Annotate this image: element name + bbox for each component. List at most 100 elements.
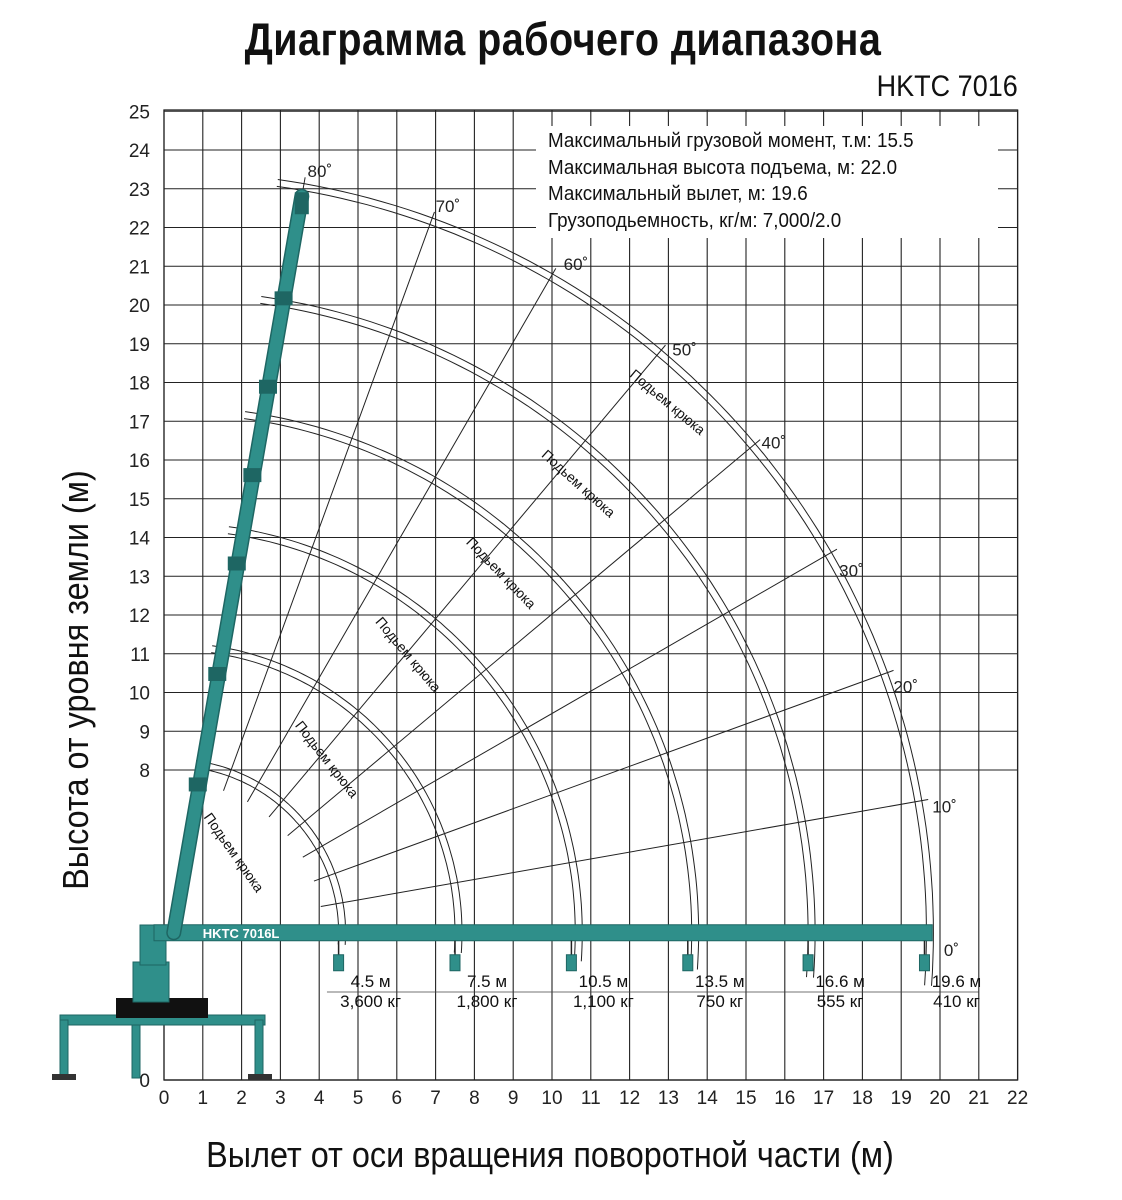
reach-label: 7.5 м (467, 972, 507, 991)
angle-labels: 80˚ 70˚ 60˚ 50˚ 40˚ 30˚ 20˚ 10˚ 0˚ (308, 162, 959, 960)
angle-label: 60˚ (564, 255, 589, 274)
x-tick-label: 0 (159, 1088, 170, 1109)
reach-label: 19.6 м (932, 972, 982, 991)
working-arcs (194, 179, 934, 986)
hook-block (333, 954, 345, 972)
x-axis-label: Вылет от оси вращения поворотной части (… (206, 1134, 894, 1175)
grid (163, 109, 1019, 1081)
x-tick-label: 2 (236, 1088, 247, 1109)
angle-label: 30˚ (839, 561, 864, 580)
x-tick-label: 5 (353, 1088, 364, 1109)
diagram-title: Диаграмма рабочего диапазона (244, 13, 882, 65)
y-axis-label: Высота от уровня земли (м) (55, 470, 96, 890)
x-tick-label: 14 (697, 1088, 719, 1109)
hook-arc (212, 645, 463, 954)
angle-label: 70˚ (436, 197, 461, 216)
spec-max-reach: Максимальный вылет, м: 19.6 (548, 183, 808, 205)
spec-max-height: Максимальная высота подъема, м: 22.0 (548, 156, 898, 179)
y-tick-label: 21 (129, 257, 150, 278)
x-tick-label: 21 (968, 1088, 989, 1109)
hook-arc (277, 179, 934, 986)
spec-max-moment: Максимальный грузовой момент, т.м: 15.5 (548, 130, 914, 152)
hook-arc (194, 767, 340, 945)
x-tick-label: 16 (774, 1088, 795, 1109)
y-tick-label: 25 (129, 102, 150, 123)
outrigger-leg-mid (131, 1024, 141, 1079)
angle-label: 50˚ (672, 340, 697, 359)
y-tick-label: 14 (129, 529, 151, 550)
y-tick-label: 0 (139, 1071, 150, 1092)
y-tick-label: 15 (129, 490, 150, 511)
crane-column (132, 961, 170, 1003)
y-tick-label: 19 (129, 335, 150, 356)
hook-arc (276, 185, 927, 986)
angle-label: 80˚ (308, 162, 333, 181)
y-tick-label: 18 (129, 374, 150, 395)
hook-block (682, 954, 694, 972)
boom-tip-hook (294, 192, 309, 215)
hook-arc (260, 302, 809, 978)
outrigger-leg-right (254, 1019, 264, 1079)
x-tick-label: 12 (619, 1088, 640, 1109)
angle-label: 40˚ (762, 433, 787, 452)
x-tick-label: 6 (392, 1088, 403, 1109)
y-tick-label: 24 (129, 141, 151, 162)
boom-model-label: HKTC 7016L (203, 926, 280, 941)
hook-arc (227, 533, 576, 961)
y-tick-label: 16 (129, 451, 150, 472)
x-tick-label: 8 (469, 1088, 480, 1109)
y-tick-label: 22 (129, 219, 150, 240)
x-tick-label: 19 (891, 1088, 912, 1109)
load-label: 1,100 кг (573, 992, 634, 1011)
hook-block (802, 954, 814, 972)
load-label: 3,600 кг (340, 992, 401, 1011)
angle-ray (313, 669, 894, 882)
load-label: 1,800 кг (457, 992, 518, 1011)
angle-label: 10˚ (932, 798, 957, 817)
y-tick-label: 23 (129, 180, 150, 201)
boom-section-joint (227, 556, 246, 571)
x-tick-label: 15 (735, 1088, 756, 1109)
angle-ray (246, 268, 557, 803)
crane-base-block (116, 998, 208, 1018)
boom-horizontal (153, 924, 933, 942)
hook-label: Подьем крюка (292, 718, 362, 801)
y-axis-ticks: 0 8 9 10 11 12 13 14 15 16 17 18 19 20 21 22 23 24 25 (129, 102, 151, 1092)
x-tick-label: 22 (1007, 1088, 1028, 1109)
reach-label: 13.5 м (695, 972, 745, 991)
boom-section-joint (274, 291, 293, 306)
angle-ray (223, 211, 435, 791)
hook-label: Подьем крюка (201, 810, 268, 895)
y-tick-label: 9 (139, 722, 150, 743)
reach-label: 10.5 м (579, 972, 629, 991)
x-tick-label: 11 (581, 1088, 601, 1109)
y-tick-label: 11 (130, 645, 150, 666)
spec-capacity: Грузоподьемность, кг/м: 7,000/2.0 (548, 209, 842, 232)
x-tick-label: 1 (198, 1088, 209, 1109)
boom-section-joint (208, 666, 227, 681)
boom-section-joint (188, 777, 207, 792)
x-tick-label: 17 (813, 1088, 834, 1109)
outrigger-foot-right (248, 1074, 272, 1080)
angle-ray (302, 548, 838, 858)
load-label: 555 кг (817, 992, 864, 1011)
outrigger-leg-left (59, 1019, 69, 1079)
hook-block (565, 954, 577, 972)
hook-arc (244, 418, 693, 970)
load-label: 750 кг (696, 992, 743, 1011)
model-name: HKTC 7016 (876, 70, 1018, 103)
x-tick-label: 10 (541, 1088, 562, 1109)
hook-arc (195, 760, 347, 945)
hook-arc (245, 411, 700, 970)
outrigger-foot-left (52, 1074, 76, 1080)
angle-ray (268, 344, 666, 818)
x-tick-label: 3 (275, 1088, 286, 1109)
angle-rays (197, 177, 929, 907)
hook-arc (211, 652, 456, 953)
x-axis-ticks: 0 1 2 3 4 5 6 7 8 9 10 11 12 13 14 15 16 17 18 19 20 21 22 (159, 1088, 1028, 1109)
hook-block (449, 954, 461, 972)
y-tick-label: 12 (129, 606, 150, 627)
hook-arc (228, 526, 583, 962)
